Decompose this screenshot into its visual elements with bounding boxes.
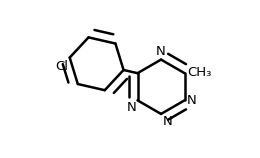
Text: N: N (163, 115, 173, 128)
Text: N: N (156, 45, 166, 58)
Text: Cl: Cl (55, 60, 68, 73)
Text: N: N (187, 94, 197, 107)
Text: N: N (127, 101, 136, 114)
Text: CH₃: CH₃ (187, 66, 211, 79)
